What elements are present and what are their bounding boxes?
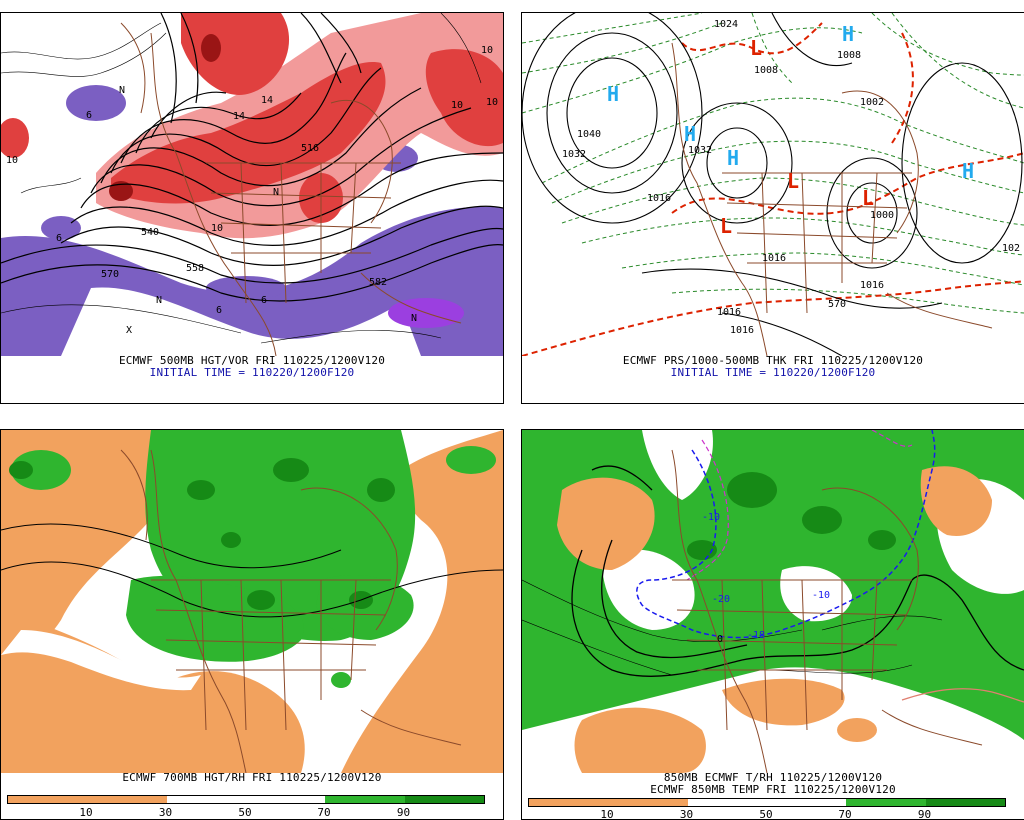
isobar-label: 1024 — [714, 19, 738, 30]
isobar-label: 1032 — [688, 145, 712, 156]
temp-label: -18 — [747, 630, 765, 641]
pressure-map: H H H H H L L L L 1040 1032 1016 1016 10… — [522, 13, 1024, 356]
isobar-label: 1016 — [647, 193, 671, 204]
high-pressure-marker: H — [684, 122, 696, 146]
vort-label: 10 — [6, 155, 18, 166]
low-pressure-marker: L — [750, 36, 762, 60]
map-title: ECMWF PRS/1000-500MB THK FRI 110225/1200… — [622, 354, 924, 367]
colorbar-tick: 90 — [917, 808, 932, 820]
vort-label: 10 — [211, 223, 223, 234]
panel-700mb-rh: ECMWF 700MB HGT/RH FRI 110225/1200V120 1… — [0, 429, 504, 820]
colorbar-tick: 70 — [838, 808, 852, 820]
panel-500mb-vorticity: 570 558 516 540 582 10 10 10 6 6 14 6 6 … — [0, 12, 504, 404]
min-marker: N — [411, 313, 417, 324]
isobar-label: 1008 — [837, 50, 861, 61]
colorbar-tick: 30 — [158, 806, 173, 819]
isobar-label: 1000 — [870, 210, 894, 221]
vort-label: 6 — [216, 305, 222, 316]
vorticity-map: 570 558 516 540 582 10 10 10 6 6 14 6 6 … — [1, 13, 503, 356]
min-marker: N — [119, 85, 125, 96]
colorbar-tick: 10 — [79, 806, 93, 819]
rh-colorbar-ticks: 10 30 50 70 90 — [7, 806, 483, 819]
temp-label: -10 — [702, 512, 720, 523]
isobar-label: 1016 — [717, 307, 741, 318]
initial-time: INITIAL TIME = 110220/1200F120 — [149, 366, 355, 379]
initial-time: INITIAL TIME = 110220/1200F120 — [670, 366, 876, 379]
height-label-540: 540 — [141, 227, 159, 238]
height-label-558: 558 — [186, 263, 204, 274]
isobar-label: 1016 — [730, 325, 754, 336]
vort-label: 10 — [481, 45, 493, 56]
high-pressure-marker: H — [842, 22, 854, 46]
colorbar-tick: 90 — [396, 806, 411, 819]
vort-label: 14 — [261, 95, 273, 106]
height-label-516: 516 — [301, 143, 319, 154]
vort-label: 6 — [86, 110, 92, 121]
low-pressure-marker: L — [720, 214, 732, 238]
map-title: ECMWF 500MB HGT/VOR FRI 110225/1200V120 — [118, 354, 386, 367]
min-marker: N — [156, 295, 162, 306]
rh-colorbar — [528, 798, 1006, 807]
rh-colorbar — [7, 795, 485, 804]
high-pressure-marker: H — [727, 146, 739, 170]
vort-label: 6 — [56, 233, 62, 244]
panel-pressure-thickness: H H H H H L L L L 1040 1032 1016 1016 10… — [521, 12, 1024, 404]
min-marker: N — [273, 187, 279, 198]
height-label-582: 582 — [369, 277, 387, 288]
temp-label: 0 — [717, 634, 723, 645]
high-pressure-marker: H — [607, 82, 619, 106]
high-pressure-marker: H — [962, 159, 974, 183]
colorbar-tick: 50 — [238, 806, 252, 819]
map-subtitle: ECMWF 850MB TEMP FRI 110225/1200V120 — [650, 783, 896, 796]
vort-label: 10 — [486, 97, 498, 108]
isobar-label: 102 — [1002, 243, 1020, 254]
isobar-label: 1032 — [562, 149, 586, 160]
temp-rh-850-map: -10 -20 -18 0 -10 — [522, 430, 1024, 773]
panel-850mb-temp-rh: -10 -20 -18 0 -10 850MB ECMWF T/RH 11022… — [521, 429, 1024, 820]
rh-colorbar-ticks: 10 30 50 70 90 — [528, 808, 1004, 820]
isobar-label: 1016 — [762, 253, 786, 264]
low-pressure-marker: L — [787, 169, 799, 193]
vort-label: 6 — [261, 295, 267, 306]
isobar-label: 1040 — [577, 129, 601, 140]
vort-label: 10 — [451, 100, 463, 111]
colorbar-tick: 30 — [679, 808, 694, 820]
isobar-label: 1002 — [860, 97, 884, 108]
isobar-label: 1016 — [860, 280, 884, 291]
low-pressure-marker: L — [862, 186, 874, 210]
colorbar-tick: 70 — [317, 806, 331, 819]
max-marker: X — [126, 325, 132, 336]
temp-label: -10 — [812, 590, 830, 601]
map-title: 850MB ECMWF T/RH 110225/1200V120 — [663, 771, 883, 784]
temp-label: -20 — [712, 594, 730, 605]
thickness-label: 570 — [828, 299, 846, 310]
vort-label: 14 — [233, 111, 245, 122]
colorbar-tick: 50 — [759, 808, 773, 820]
rh-700-map — [1, 430, 503, 773]
isobar-label: 1008 — [754, 65, 778, 76]
map-title: ECMWF 700MB HGT/RH FRI 110225/1200V120 — [122, 771, 382, 784]
colorbar-tick: 10 — [600, 808, 614, 820]
height-label-570: 570 — [101, 269, 119, 280]
